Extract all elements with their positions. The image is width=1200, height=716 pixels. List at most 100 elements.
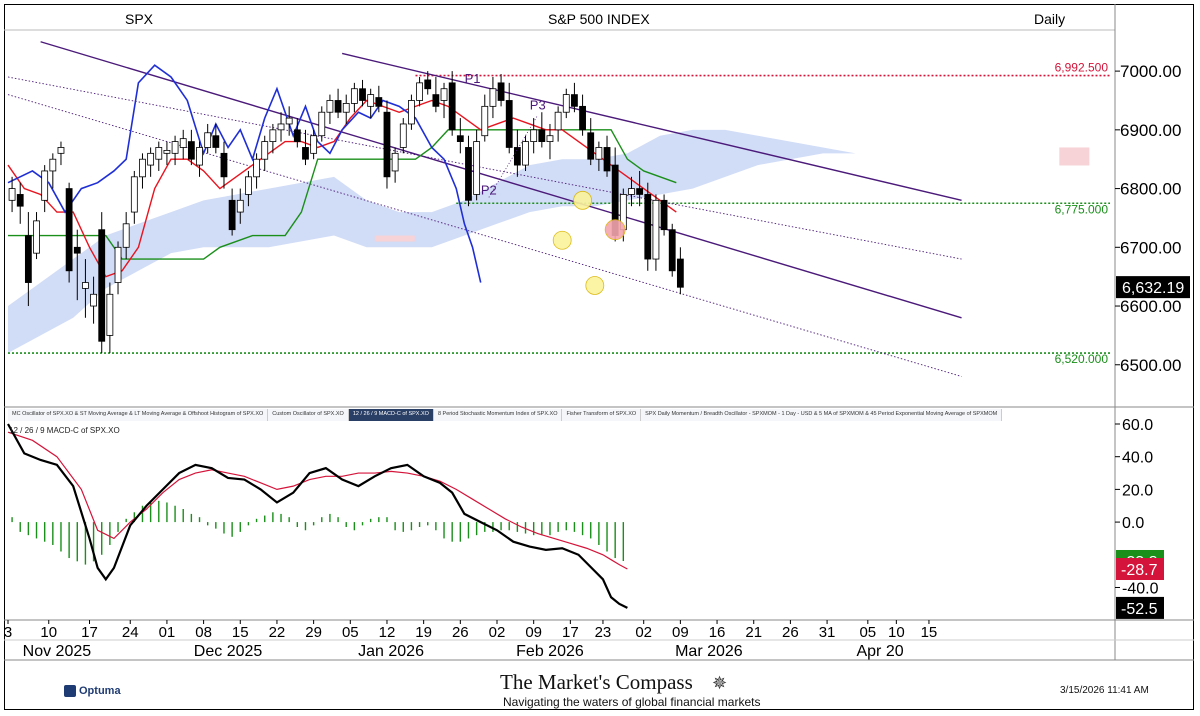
macd-line xyxy=(7,423,628,609)
highlight-circle xyxy=(604,219,626,241)
candle-body xyxy=(628,188,635,195)
candle-body xyxy=(269,129,277,142)
compass-rose-icon: ✵ xyxy=(712,673,728,693)
ichimoku-cloud-bearish xyxy=(374,235,415,242)
candle-body xyxy=(473,141,481,195)
indicator-tab[interactable]: Fisher Transform of SPX.XO xyxy=(562,409,642,421)
candle-body xyxy=(554,111,562,131)
candle-body xyxy=(350,88,358,104)
macd-value-badge xyxy=(1116,558,1164,581)
price-axis-label: 6500.00 xyxy=(1120,356,1181,375)
date-axis-label: 31 xyxy=(819,624,836,641)
optuma-logo: Optuma xyxy=(64,685,121,697)
candle-body xyxy=(603,147,611,172)
candle-body xyxy=(171,141,179,154)
date-axis-label: 05 xyxy=(342,624,359,641)
date-axis-label: 10 xyxy=(888,624,905,641)
candle-body xyxy=(65,188,73,272)
regression-channel-line xyxy=(7,76,962,260)
timestamp: 3/15/2026 11:41 AM xyxy=(1060,685,1149,696)
candle-body xyxy=(122,223,130,248)
candle-body xyxy=(82,282,89,289)
candle-body xyxy=(359,88,366,101)
macd-panel-title: 12 / 26 / 9 MACD-C of SPX.XO xyxy=(9,426,120,435)
candle-body xyxy=(448,82,456,131)
date-axis-label: 3 xyxy=(4,624,12,641)
candle-body xyxy=(245,176,252,195)
brand-title: The Market's Compass xyxy=(500,670,693,694)
candle-body xyxy=(236,199,244,213)
candle-body xyxy=(538,129,546,142)
ichimoku-cloud xyxy=(8,129,856,354)
date-axis-label: 09 xyxy=(525,624,542,641)
indicator-tab[interactable]: 12 / 26 / 9 MACD-C of SPX.XO xyxy=(348,409,434,421)
candle-body xyxy=(636,188,644,195)
indicator-tab[interactable]: SPX Daily Momentum / Breadth Oscillator … xyxy=(641,409,1003,421)
macd-axis-label: 0.0 xyxy=(1122,515,1144,532)
date-axis-label: 02 xyxy=(635,624,652,641)
level-label: 6,775.000 xyxy=(1055,202,1109,216)
date-axis-label: 17 xyxy=(81,624,98,641)
candle-body xyxy=(261,141,269,160)
candle-body xyxy=(530,129,538,142)
brand-tagline: Navigating the waters of global financia… xyxy=(503,695,761,709)
indicator-tab[interactable]: 8 Period Stochastic Momentum Index of SP… xyxy=(433,409,563,421)
date-axis-label: 19 xyxy=(415,624,432,641)
candle-body xyxy=(408,100,415,125)
candle-body xyxy=(668,229,676,272)
date-axis-label: 15 xyxy=(921,624,938,641)
candle-body xyxy=(489,88,497,107)
indicator-tabs: MC Oscillator of SPX.XO & ST Moving Aver… xyxy=(8,409,1108,421)
pivot-label: P2 xyxy=(481,182,497,197)
candle-body xyxy=(212,135,220,148)
month-axis-label: Dec 2025 xyxy=(194,643,263,660)
indicator-tab[interactable]: MC Oscillator of SPX.XO & ST Moving Aver… xyxy=(8,409,269,421)
macd-value-badge xyxy=(1116,596,1164,619)
candle-body xyxy=(293,129,301,142)
candle-body xyxy=(228,199,236,231)
candle-body xyxy=(522,141,529,166)
date-axis-label: 24 xyxy=(122,624,139,641)
ichimoku-cloud-bearish xyxy=(1059,147,1090,166)
candle-body xyxy=(465,147,472,201)
highlight-circle xyxy=(573,190,592,210)
candle-body xyxy=(546,135,554,142)
candle-body xyxy=(33,220,40,254)
level-label: 6,520.000 xyxy=(1055,352,1109,366)
candle-body xyxy=(644,194,652,260)
price-axis-label: 6600.00 xyxy=(1120,297,1181,316)
regression-channel-line xyxy=(40,41,962,319)
candle-body xyxy=(179,138,187,148)
macd-axis-label: 40.0 xyxy=(1122,450,1153,467)
candle-body xyxy=(367,94,375,107)
date-axis-label: 09 xyxy=(672,624,689,641)
momentum-line xyxy=(7,64,482,283)
date-axis-label: 01 xyxy=(159,624,176,641)
candle-body xyxy=(57,147,65,154)
candle-body xyxy=(326,100,334,113)
candle-body xyxy=(253,158,260,178)
date-axis: 3 10 17 24 01 08 15 22 29 05 12 19 26 02 09 17 23 02 09 16 2… xyxy=(4,620,937,660)
price-axis-label: 6900.00 xyxy=(1120,121,1181,140)
kijun-sen-line xyxy=(8,129,677,260)
indicator-tab[interactable]: Custom Oscillator of SPX.XO xyxy=(268,409,349,421)
chart-period: Daily xyxy=(1034,11,1066,27)
date-axis-label: 23 xyxy=(595,624,612,641)
macd-axis-label: -40.0 xyxy=(1122,580,1159,597)
candle-body xyxy=(595,147,603,160)
price-axis-label: 6800.00 xyxy=(1120,180,1181,199)
optuma-logo-text: Optuma xyxy=(79,685,121,697)
candle-body xyxy=(90,293,97,307)
candle-body xyxy=(562,94,570,113)
candle-body xyxy=(375,97,383,107)
date-axis-label: 02 xyxy=(489,624,506,641)
date-axis-label: 21 xyxy=(745,624,762,641)
candle-body xyxy=(8,188,16,201)
month-axis-label: Feb 2026 xyxy=(516,643,584,660)
date-axis-label: 16 xyxy=(709,624,726,641)
date-axis-label: 05 xyxy=(859,624,876,641)
date-axis-label: 08 xyxy=(195,624,212,641)
candle-body xyxy=(652,199,660,260)
month-axis-label: Mar 2026 xyxy=(675,643,743,660)
